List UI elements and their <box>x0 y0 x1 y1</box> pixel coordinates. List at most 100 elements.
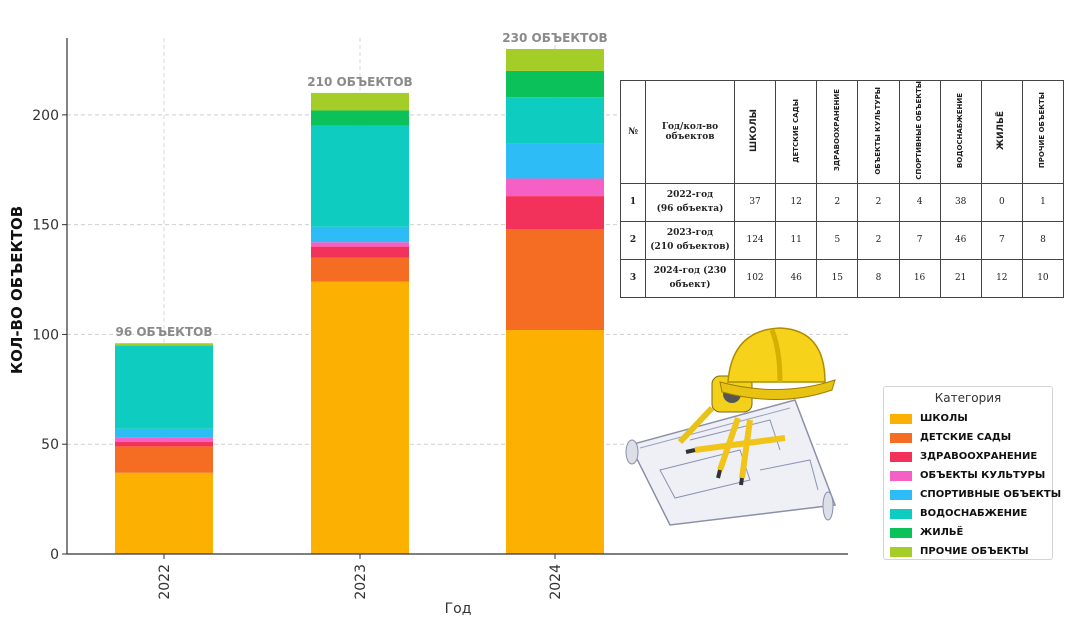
y-tick-label: 0 <box>50 547 59 563</box>
table-cell: 46 <box>775 258 818 298</box>
table-header-label: ДЕТСКИЕ САДЫ <box>791 98 800 163</box>
table-cell: 102 <box>733 258 777 298</box>
table-cell: 16 <box>898 258 941 298</box>
table-cell: 0 <box>980 182 1023 222</box>
row-year: 2022-год (96 объекта) <box>645 182 735 222</box>
table-header-label: ВОДОСНАБЖЕНИЕ <box>956 92 965 168</box>
bar-total-label: 210 ОБЪЕКТОВ <box>307 75 412 89</box>
bar-segment <box>311 257 409 282</box>
table-header-cell: ДЕТСКИЕ САДЫ <box>775 80 818 184</box>
table-cell: 11 <box>775 220 818 260</box>
legend-label: ЗДРАВООХРАНЕНИЕ <box>920 451 1038 462</box>
legend-title: Категория <box>934 391 1002 405</box>
bar-segment <box>311 246 409 258</box>
x-tick-label: 2024 <box>548 564 564 600</box>
bar-segment <box>311 110 409 126</box>
table-header-label: ЖИЛЬЁ <box>996 110 1007 150</box>
table-row: 1 2022-год (96 объекта) 37 12 2 2 4 38 0 1 <box>620 182 1065 222</box>
table-cell: 4 <box>898 182 941 222</box>
row-year-count: (96 объекта) <box>656 204 724 215</box>
table-header-cell: ВОДОСНАБЖЕНИЕ <box>939 80 982 184</box>
hard-hat-icon <box>719 327 836 401</box>
data-table: № Год/кол-во объектов ШКОЛЫ ДЕТСКИЕ САДЫ З… <box>620 80 1065 298</box>
legend-label: ДЕТСКИЕ САДЫ <box>920 432 1012 443</box>
table-header-cell: ОБЪЕКТЫ КУЛЬТУРЫ <box>857 80 900 184</box>
pencil-icon <box>685 417 786 486</box>
y-tick-label: 50 <box>41 437 59 453</box>
bar-segment <box>506 48 604 71</box>
x-tick-label: 2023 <box>353 564 369 600</box>
table-header-cell: ЗДРАВООХРАНЕНИЕ <box>816 80 859 184</box>
legend-label: ПРОЧИЕ ОБЪЕКТЫ <box>920 546 1029 557</box>
table-cell: 7 <box>898 220 941 260</box>
table-header-label: СПОРТИВНЫЕ ОБЪЕКТЫ <box>914 81 923 180</box>
legend-swatch <box>890 413 912 424</box>
table-row: 2 2023-год (210 объектов) 124 11 5 2 7 46 7 8 <box>620 220 1065 260</box>
legend-label: ШКОЛЫ <box>920 413 968 424</box>
row-year-line: 2024-год (230 <box>653 265 727 276</box>
y-tick-label: 200 <box>32 108 59 124</box>
x-axis-label: Год <box>445 601 472 617</box>
legend-swatch <box>890 432 912 443</box>
table-cell: 21 <box>939 258 982 298</box>
bar-segment <box>311 125 409 227</box>
bar-segment <box>506 196 604 230</box>
table-cell: 38 <box>939 182 982 222</box>
table-cell: 12 <box>980 258 1023 298</box>
bar-segment <box>506 143 604 179</box>
legend-item: ОБЪЕКТЫ КУЛЬТУРЫ <box>890 466 1046 485</box>
table-header-label: ЗДРАВООХРАНЕНИЕ <box>832 89 841 172</box>
table-header-row: № Год/кол-во объектов ШКОЛЫ ДЕТСКИЕ САДЫ З… <box>620 80 1065 184</box>
table-cell: 2 <box>857 182 900 222</box>
legend-item: СПОРТИВНЫЕ ОБЪЕКТЫ <box>890 485 1061 504</box>
bar-segment <box>115 437 213 443</box>
table-cell: 15 <box>816 258 859 298</box>
table-header-label: ОБЪЕКТЫ КУЛЬТУРЫ <box>873 86 882 175</box>
table-cell: 12 <box>775 182 818 222</box>
legend-item: ЗДРАВООХРАНЕНИЕ <box>890 447 1046 466</box>
row-number: 1 <box>620 182 646 222</box>
bar-segment <box>311 92 409 111</box>
bar-total-label: 230 ОБЪЕКТОВ <box>502 31 607 45</box>
bar-segment <box>506 330 604 554</box>
bar-segment <box>115 446 213 473</box>
bar-segment <box>311 281 409 554</box>
bar-segment <box>506 97 604 144</box>
row-year-line: 2022-год <box>666 189 714 200</box>
legend-item: ВОДОСНАБЖЕНИЕ <box>890 504 1046 523</box>
bar-segment <box>115 442 213 447</box>
legend-swatch <box>890 508 912 519</box>
bar-segment <box>115 428 213 438</box>
table-cell: 2 <box>857 220 900 260</box>
bar-segment <box>115 345 213 429</box>
row-number: 3 <box>620 258 646 298</box>
table-cell: 10 <box>1021 258 1065 298</box>
row-year-line: 2023-год <box>666 227 714 238</box>
legend: Категория ШКОЛЫ ДЕТСКИЕ САДЫ ЗДРАВООХРАНЕН… <box>883 386 1061 561</box>
legend-swatch <box>890 470 912 481</box>
legend-item: ПРОЧИЕ ОБЪЕКТЫ <box>890 542 1046 561</box>
legend-label: ОБЪЕКТЫ КУЛЬТУРЫ <box>920 470 1046 481</box>
legend-label: ЖИЛЬЁ <box>920 527 964 538</box>
bar-segment <box>115 343 213 346</box>
legend-swatch <box>890 546 912 557</box>
legend-swatch <box>890 527 912 538</box>
table-cell: 7 <box>980 220 1023 260</box>
bar-segment <box>311 242 409 247</box>
axes: 0 50 100 150 200 2022 2023 2024 <box>32 38 848 600</box>
bar-segment <box>311 226 409 243</box>
bar-stacks: 96 ОБЪЕКТОВ 210 ОБЪЕКТОВ 230 ОБЪЕКТОВ <box>115 31 608 554</box>
row-year: 2024-год (230 объект) <box>645 258 735 298</box>
table-header-cell: СПОРТИВНЫЕ ОБЪЕКТЫ <box>898 80 941 184</box>
row-year-count: (210 объектов) <box>650 242 730 253</box>
bar-segment <box>506 229 604 331</box>
table-header-label: ПРОЧИЕ ОБЪЕКТЫ <box>1038 92 1047 169</box>
x-tick-label: 2022 <box>157 564 173 600</box>
y-tick-label: 100 <box>32 327 59 343</box>
table-header-label: ШКОЛЫ <box>749 108 760 152</box>
row-number: 2 <box>620 220 646 260</box>
legend-label: СПОРТИВНЫЕ ОБЪЕКТЫ <box>920 489 1062 500</box>
table-header-cell: ПРОЧИЕ ОБЪЕКТЫ <box>1021 80 1065 184</box>
table-header-cell: ЖИЛЬЁ <box>980 80 1023 184</box>
